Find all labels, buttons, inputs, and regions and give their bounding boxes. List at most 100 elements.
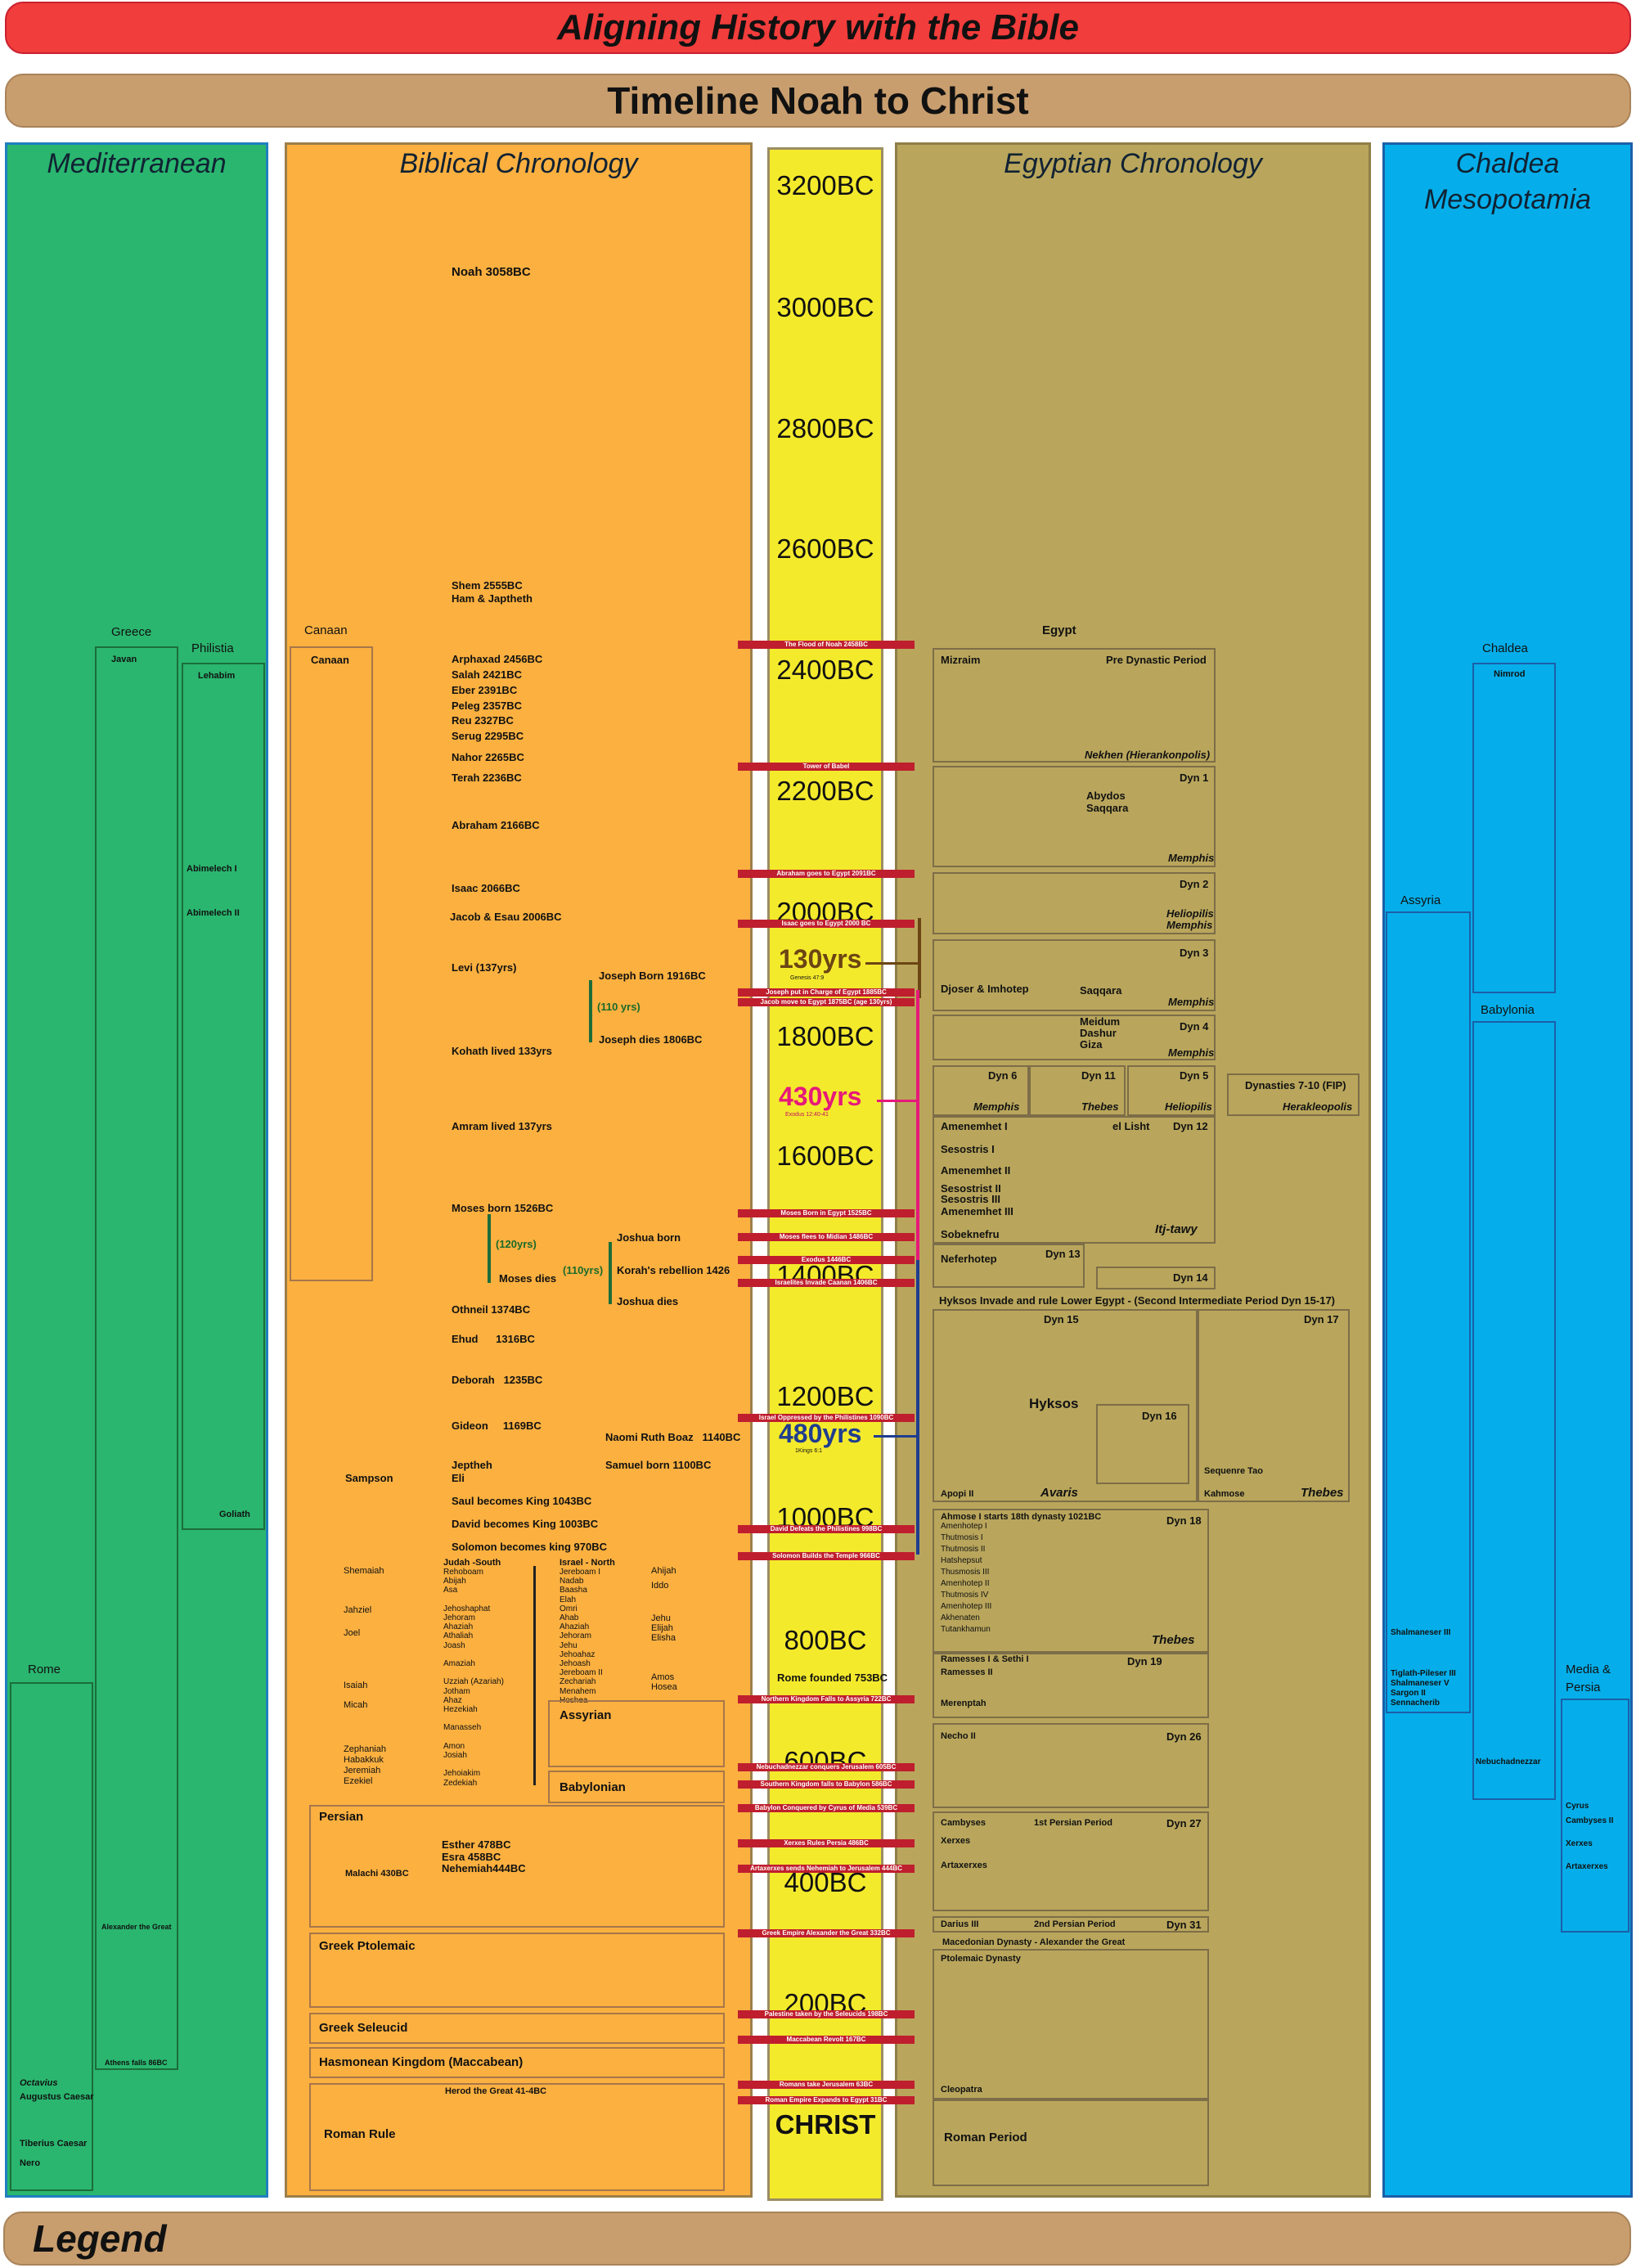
saqqara-label: Saqqara bbox=[1080, 984, 1122, 997]
greek-seleucid-box: Greek Seleucid bbox=[309, 2013, 725, 2044]
dyn12-label: Dyn 12 bbox=[1173, 1120, 1208, 1132]
judah-heading: Judah -South bbox=[443, 1558, 501, 1568]
jacob-label: Jacob & Esau 2006BC bbox=[450, 911, 562, 923]
list-item: Ahaz bbox=[443, 1695, 462, 1705]
event-bar: Xerxes Rules Persia 486BC bbox=[738, 1839, 915, 1847]
dyn26-box: Necho II Dyn 26 bbox=[933, 1723, 1209, 1808]
list-item: Ahaziah bbox=[560, 1622, 590, 1632]
prophet-label: Micah bbox=[344, 1700, 368, 1710]
esther-label: Esther 478BC bbox=[442, 1838, 511, 1851]
biblical-heading: Biblical Chronology bbox=[399, 148, 638, 179]
babylonia-label: Babylonia bbox=[1481, 1003, 1535, 1017]
babylonian-label: Babylonian bbox=[560, 1780, 626, 1794]
dyn6-label: Dyn 6 bbox=[988, 1069, 1018, 1082]
event-bar: David Defeats the Philistines 998BC bbox=[738, 1525, 915, 1533]
title-banner: Aligning History with the Bible bbox=[5, 2, 1631, 54]
dyn19-box: Ramesses I & Sethi I Dyn 19 Ramesses II … bbox=[933, 1653, 1209, 1718]
span-130-ref: Genesis 47:9 bbox=[790, 975, 825, 981]
nebuchadnezzar-label: Nebuchadnezzar bbox=[1476, 1757, 1541, 1766]
span-480-ref: 1Kings 6:1 bbox=[795, 1448, 823, 1454]
list-item: Abijah bbox=[443, 1577, 466, 1586]
prophet-label: Hosea bbox=[651, 1682, 677, 1692]
dyn26-label: Dyn 26 bbox=[1166, 1730, 1202, 1743]
list-item: Hatshepsut bbox=[941, 1556, 982, 1565]
heliopilis-label: Heliopilis bbox=[1166, 907, 1214, 920]
augustus-label: Augustus Caesar bbox=[20, 2092, 94, 2102]
assyrian-box: Assyrian bbox=[548, 1700, 725, 1767]
moses-lifespan-label: (120yrs) bbox=[496, 1238, 537, 1250]
list-item: Menahem bbox=[560, 1686, 596, 1696]
octavius-label: Octavius bbox=[20, 2078, 58, 2088]
year-label: 1800BC bbox=[776, 1021, 874, 1051]
media-label: Media & bbox=[1566, 1663, 1611, 1676]
page-title: Aligning History with the Bible bbox=[557, 7, 1079, 47]
moses-born-label: Moses born 1526BC bbox=[452, 1202, 554, 1214]
list-item: Baasha bbox=[560, 1586, 587, 1595]
prophet-label: Jehu bbox=[651, 1613, 671, 1623]
jeptheh-label: Jeptheh bbox=[452, 1459, 492, 1471]
chaldea-heading-1: Chaldea bbox=[1455, 148, 1560, 179]
herakleopolis-label: Herakleopolis bbox=[1283, 1100, 1353, 1113]
dashur-label: Dashur bbox=[1080, 1027, 1117, 1039]
prophet-label: Shemaiah bbox=[344, 1566, 384, 1576]
list-item: Akhenaten bbox=[941, 1613, 980, 1622]
heliopilis-label: Heliopilis bbox=[1165, 1100, 1212, 1113]
dyn17-label: Dyn 17 bbox=[1304, 1313, 1339, 1325]
nahor-label: Nahor 2265BC bbox=[452, 751, 524, 763]
reu-label: Reu 2327BC bbox=[452, 714, 514, 727]
event-bar: Moses flees to Midian 1486BC bbox=[738, 1233, 915, 1241]
nekhen-label: Nekhen (Hierankonpolis) bbox=[1085, 749, 1211, 761]
year-label: 1600BC bbox=[776, 1141, 874, 1171]
list-item: Jehoahaz bbox=[560, 1649, 596, 1659]
roman-rule-label: Roman Rule bbox=[324, 2127, 396, 2141]
dyn14-box: Dyn 14 bbox=[1096, 1267, 1216, 1289]
dyn17-box: Dyn 17 Sequenre Tao Kahmose Thebes bbox=[1198, 1309, 1350, 1502]
ezra-label: Esra 458BC bbox=[442, 1851, 501, 1863]
event-bar: Greek Empire Alexander the Great 332BC bbox=[738, 1929, 915, 1937]
dyn2-box: Dyn 2 Heliopilis Memphis bbox=[933, 872, 1216, 934]
canaan-box bbox=[290, 646, 373, 1281]
span-480-label: 480yrs bbox=[779, 1419, 862, 1448]
cambyses-label: Cambyses II bbox=[1566, 1816, 1614, 1825]
list-item: Jehoash bbox=[560, 1659, 591, 1668]
babylonia-box: Nebuchadnezzar bbox=[1472, 1021, 1556, 1800]
list-item: Manasseh bbox=[443, 1723, 482, 1733]
prophet-label: Elijah bbox=[651, 1623, 673, 1633]
list-item: Jehu bbox=[560, 1640, 578, 1650]
cyrus-label: Cyrus bbox=[1566, 1802, 1589, 1811]
prophet-label: Zephaniah bbox=[344, 1744, 386, 1754]
event-bar: Northern Kingdom Falls to Assyria 722BC bbox=[738, 1695, 915, 1703]
babylonian-box: Babylonian bbox=[548, 1771, 725, 1803]
macedonian-label: Macedonian Dynasty - Alexander the Great bbox=[942, 1937, 1126, 1947]
list-item: Thusmosis III bbox=[941, 1568, 990, 1577]
ptolemaic-box: Ptolemaic Dynasty Cleopatra bbox=[933, 1949, 1209, 2099]
span-480-connector bbox=[874, 1435, 918, 1438]
ptolemaic-label: Ptolemaic Dynasty bbox=[941, 1954, 1021, 1964]
roman-period-box: Roman Period bbox=[933, 2099, 1209, 2186]
persian-box: Persian Esther 478BC Esra 458BC Nehemiah… bbox=[309, 1805, 725, 1928]
dyn4-label: Dyn 4 bbox=[1180, 1020, 1209, 1033]
rome-label: Rome bbox=[28, 1663, 61, 1676]
list-item: Jereboam II bbox=[560, 1668, 603, 1678]
levi-label: Levi (137yrs) bbox=[452, 961, 517, 974]
mediterranean-heading: Mediterranean bbox=[47, 148, 227, 179]
hasmonean-box: Hasmonean Kingdom (Maccabean) bbox=[309, 2047, 725, 2078]
meidum-label: Meidum bbox=[1080, 1015, 1121, 1028]
shalmaneser5-label: Shalmaneser V bbox=[1391, 1679, 1449, 1688]
list-item: Jehoram bbox=[560, 1631, 591, 1641]
greek-ptolemaic-box: Greek Ptolemaic bbox=[309, 1933, 725, 2008]
dyn16-box: Dyn 16 bbox=[1096, 1404, 1189, 1484]
artaxerxes-label: Artaxerxes bbox=[1566, 1862, 1608, 1871]
list-item: Rehoboam bbox=[443, 1568, 483, 1577]
dyn19-label: Dyn 19 bbox=[1127, 1655, 1162, 1667]
dyn6-box: Dyn 6 Memphis bbox=[933, 1065, 1029, 1116]
dyn15-label: Dyn 15 bbox=[1044, 1313, 1079, 1325]
assyrian-label: Assyrian bbox=[560, 1708, 612, 1722]
assyria-box: Shalmaneser III Tiglath-Pileser III Shal… bbox=[1386, 911, 1471, 1713]
prophet-label: Jeremiah bbox=[344, 1766, 381, 1775]
dyn1-label: Dyn 1 bbox=[1180, 772, 1209, 784]
dyn14-label: Dyn 14 bbox=[1173, 1271, 1208, 1284]
abraham-label: Abraham 2166BC bbox=[452, 819, 540, 831]
samuel-label: Samuel born 1100BC bbox=[605, 1459, 712, 1471]
prophet-label: Joel bbox=[344, 1628, 361, 1638]
